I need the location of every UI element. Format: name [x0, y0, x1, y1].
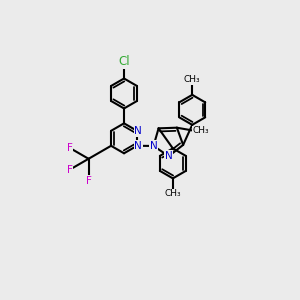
Text: N: N — [150, 141, 158, 151]
Text: CH₃: CH₃ — [193, 126, 210, 135]
Text: CH₃: CH₃ — [184, 75, 200, 84]
Text: N: N — [134, 126, 142, 136]
Text: F: F — [67, 143, 72, 153]
Text: Cl: Cl — [118, 55, 130, 68]
Text: F: F — [85, 176, 91, 186]
Text: N: N — [165, 151, 172, 161]
Text: CH₃: CH₃ — [164, 190, 181, 199]
Text: N: N — [134, 141, 142, 151]
Text: F: F — [67, 165, 72, 175]
